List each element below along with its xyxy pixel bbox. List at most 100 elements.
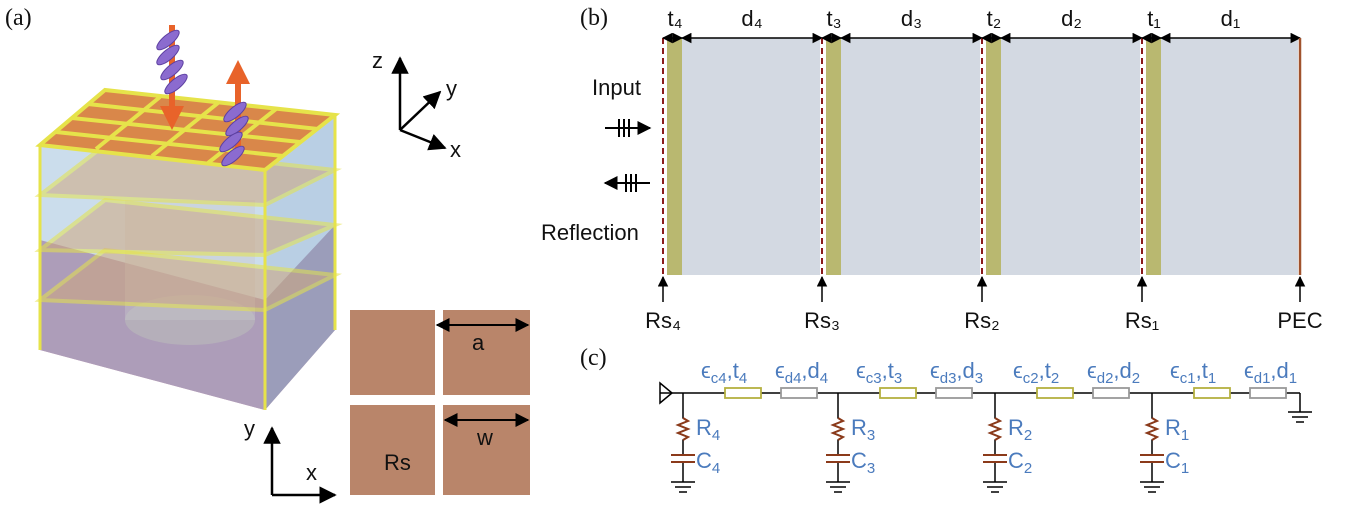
thickness-label: t₁ (1147, 6, 1161, 31)
sheet-label: Rs₂ (964, 308, 999, 333)
label-part: 2 (1024, 460, 1032, 477)
thickness-label: d₄ (741, 6, 762, 31)
circuit-label: ϵd1,d1 (1244, 358, 1297, 387)
circuit-label: C1 (1165, 448, 1189, 477)
label-part: c3 (866, 370, 882, 387)
thickness-label: d₃ (901, 6, 922, 31)
capacitor (983, 455, 1007, 462)
label-part: 4 (739, 370, 747, 387)
circuit-label: ϵc3,t3 (856, 358, 902, 387)
thickness-label: t₃ (826, 6, 841, 31)
panel-label: (b) (580, 5, 608, 31)
resistance-label: Rs (384, 450, 411, 475)
label-part: 4 (712, 427, 720, 444)
label-part: R (1008, 415, 1024, 440)
label-part: 1 (1208, 370, 1216, 387)
label-part: C (1008, 448, 1024, 473)
label-part: ,t (727, 358, 739, 383)
label-part: d2 (1097, 370, 1114, 387)
label-part: 1 (1181, 460, 1189, 477)
cube (40, 25, 335, 410)
label-part: C (696, 448, 712, 473)
label-part: ,d (1270, 358, 1288, 383)
sheet-label: PEC (1277, 308, 1322, 333)
label-part: ϵ (1013, 358, 1023, 383)
circuit-label: ϵc1,t1 (1170, 358, 1216, 387)
thickness-label: d₂ (1061, 6, 1082, 31)
circuit-label: R3 (851, 415, 875, 444)
coating-layer (1146, 38, 1161, 275)
label-part: ϵ (775, 358, 785, 383)
dielectric-layer (841, 38, 980, 275)
circuit-label: ϵc2,t2 (1013, 358, 1059, 387)
label-part: ϵ (856, 358, 866, 383)
label-part: ,d (801, 358, 819, 383)
coating-layer (986, 38, 1001, 275)
label-part: c4 (711, 370, 727, 387)
axis-label: z (372, 48, 383, 73)
label-part: 2 (1024, 427, 1032, 444)
thickness-label: d₁ (1221, 6, 1241, 31)
coating-element (1194, 388, 1230, 398)
dielectric-layer (1161, 38, 1298, 275)
circuit-label: C3 (851, 448, 875, 477)
panel-label: (c) (580, 345, 607, 371)
capacitor (826, 455, 850, 462)
dielectric-layer (682, 38, 820, 275)
label-part: 3 (894, 370, 902, 387)
coating-element (1037, 388, 1073, 398)
label-part: ,t (1196, 358, 1208, 383)
circuit-label: ϵd4,d4 (775, 358, 828, 387)
coating-element (880, 388, 916, 398)
capacitor (1140, 455, 1164, 462)
unit-cell (350, 310, 530, 495)
dielectric-element (781, 388, 817, 398)
thickness-label: t₂ (987, 6, 1002, 31)
label-part: d3 (940, 370, 957, 387)
label-part: d4 (785, 370, 802, 387)
shunt-branch (983, 393, 1007, 482)
axes-3d (400, 58, 445, 148)
circuit-label: ϵd3,d3 (930, 358, 983, 387)
wave-arrows (605, 119, 650, 192)
label-part: 4 (712, 460, 720, 477)
circuit-label: R2 (1008, 415, 1032, 444)
label-part: R (1165, 415, 1181, 440)
coating-layer (667, 38, 682, 275)
dielectric-element (936, 388, 972, 398)
circuit-label: R4 (696, 415, 720, 444)
label-part: 2 (1051, 370, 1059, 387)
dimension-label: w (476, 425, 493, 450)
sheet-label: Rs₁ (1125, 308, 1159, 333)
label-part: 1 (1289, 370, 1297, 387)
label-part: 1 (1181, 427, 1189, 444)
label-part: ,d (1113, 358, 1131, 383)
panel-label: (a) (5, 5, 32, 31)
resistor (678, 418, 688, 440)
label-part: C (1165, 448, 1181, 473)
resistor (833, 418, 843, 440)
label-part: c2 (1023, 370, 1039, 387)
thickness-label: t₄ (667, 6, 682, 31)
shunt-branch (1140, 393, 1164, 482)
label-part: ϵ (1087, 358, 1097, 383)
circuit-label: ϵc4,t4 (701, 358, 747, 387)
label-part: 4 (820, 370, 828, 387)
circuit-label: C4 (696, 448, 720, 477)
axis-label: y (446, 76, 457, 101)
label-part: c1 (1180, 370, 1196, 387)
shunt-branch (671, 393, 695, 482)
resistor (1147, 418, 1157, 440)
label-part: d1 (1254, 370, 1271, 387)
dielectric-element (1093, 388, 1129, 398)
label-part: ,t (882, 358, 894, 383)
label-part: ϵ (701, 358, 711, 383)
dielectric-element (1250, 388, 1286, 398)
figure: (a) z y x a w Rs y x (b) Input Reflectio… (0, 0, 1357, 506)
circuit-label: R1 (1165, 415, 1189, 444)
label-part: ϵ (1244, 358, 1254, 383)
label-part: 2 (1132, 370, 1140, 387)
resistor (990, 418, 1000, 440)
axis-label: y (244, 416, 255, 441)
axis-label: x (306, 460, 317, 485)
